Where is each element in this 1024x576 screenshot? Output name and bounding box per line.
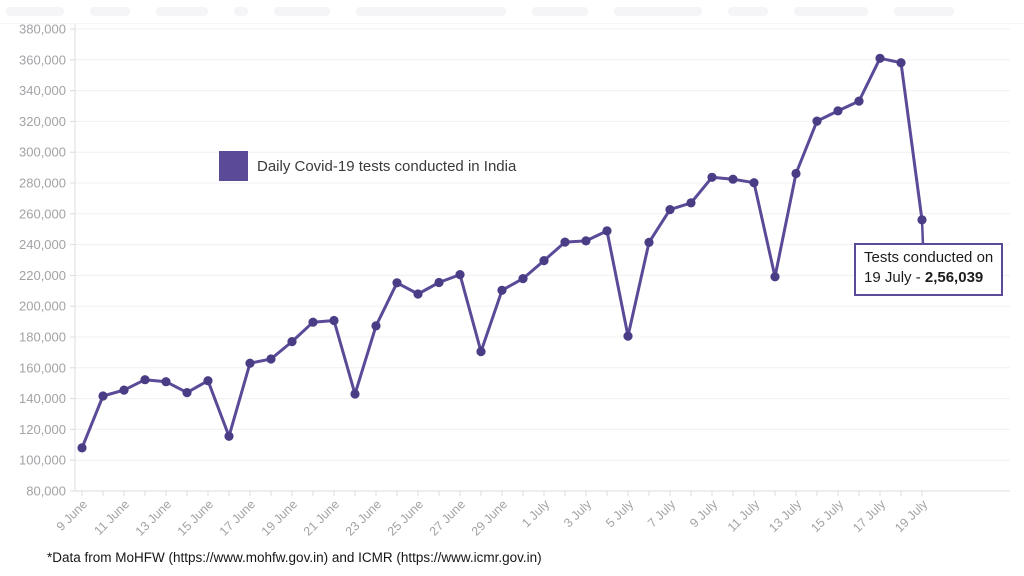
svg-text:11 July: 11 July	[725, 497, 763, 535]
svg-text:15 June: 15 June	[175, 497, 216, 538]
svg-text:23 June: 23 June	[343, 497, 384, 538]
svg-text:80,000: 80,000	[26, 484, 66, 499]
annotation-line1: Tests conducted on	[864, 249, 994, 266]
svg-text:340,000: 340,000	[19, 83, 66, 98]
svg-text:29 June: 29 June	[469, 497, 510, 538]
ghost-toolbar	[0, 0, 1024, 24]
svg-text:5 July: 5 July	[603, 497, 637, 531]
svg-text:25 June: 25 June	[385, 497, 426, 538]
svg-text:13 June: 13 June	[133, 497, 174, 538]
svg-text:160,000: 160,000	[19, 360, 66, 375]
svg-text:320,000: 320,000	[19, 114, 66, 129]
svg-text:100,000: 100,000	[19, 453, 66, 468]
svg-text:240,000: 240,000	[19, 237, 66, 252]
annotation-callout: Tests conducted on 19 July - 2,56,039	[854, 243, 1004, 296]
legend-label: Daily Covid-19 tests conducted in India	[257, 157, 517, 175]
svg-text:19 July: 19 July	[892, 497, 930, 535]
svg-text:300,000: 300,000	[19, 145, 66, 160]
svg-text:360,000: 360,000	[19, 52, 66, 67]
line-chart: 80,000 100,000 120,000 140,000 160,000 180,00…	[19, 22, 1010, 539]
source-note: *Data from MoHFW (https://www.mohfw.gov.…	[47, 550, 542, 565]
svg-text:17 June: 17 June	[217, 497, 258, 538]
svg-text:17 July: 17 July	[850, 497, 888, 535]
svg-text:380,000: 380,000	[19, 22, 66, 37]
svg-text:140,000: 140,000	[19, 391, 66, 406]
svg-text:11 June: 11 June	[91, 497, 132, 538]
svg-text:19 June: 19 June	[259, 497, 300, 538]
svg-text:7 July: 7 July	[645, 497, 679, 531]
chart-legend: Daily Covid-19 tests conducted in India	[219, 151, 516, 181]
svg-text:1 July: 1 July	[519, 497, 553, 531]
legend-swatch-icon	[219, 151, 248, 181]
svg-text:220,000: 220,000	[19, 268, 66, 283]
svg-text:280,000: 280,000	[19, 176, 66, 191]
svg-text:15 July: 15 July	[808, 497, 846, 535]
annotation-date: 19 July -	[864, 269, 925, 287]
svg-text:13 July: 13 July	[766, 497, 804, 535]
svg-text:9 July: 9 July	[687, 497, 721, 531]
svg-text:260,000: 260,000	[19, 206, 66, 221]
svg-text:180,000: 180,000	[19, 330, 66, 345]
svg-text:120,000: 120,000	[19, 422, 66, 437]
annotation-line2: 19 July - 2,56,039	[864, 268, 993, 288]
svg-text:27 June: 27 June	[427, 497, 468, 538]
svg-text:3 July: 3 July	[561, 497, 595, 531]
svg-text:9 June: 9 June	[54, 497, 90, 533]
annotation-value: 2,56,039	[924, 269, 984, 287]
svg-text:21 June: 21 June	[301, 497, 342, 538]
svg-text:200,000: 200,000	[19, 299, 66, 314]
